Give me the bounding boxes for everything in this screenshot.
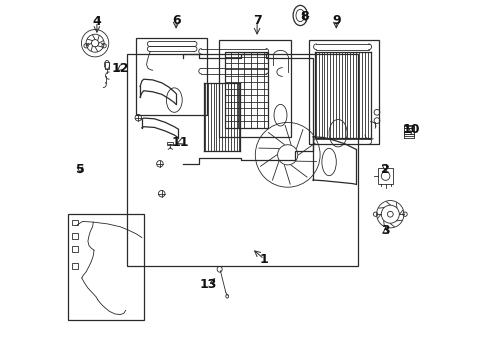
Text: 10: 10 [402,123,419,136]
Bar [136,38,206,115]
Bar [72,246,78,252]
Bar [404,125,413,128]
Text: 2: 2 [381,163,389,176]
Bar [68,214,143,320]
Text: 6: 6 [171,14,180,27]
Bar [127,54,357,266]
Text: 1: 1 [260,253,268,266]
Text: 8: 8 [299,10,308,23]
Bar [219,40,291,137]
Text: 9: 9 [331,14,340,27]
Text: 13: 13 [200,278,217,291]
Text: 5: 5 [76,163,84,176]
Text: 11: 11 [171,136,189,149]
Bar [404,134,413,136]
Text: 12: 12 [111,62,129,75]
Bar [72,220,78,225]
Bar [404,128,413,131]
Bar [72,263,78,269]
Bar [72,233,78,239]
Bar [167,142,173,145]
Bar [309,40,379,144]
Text: 3: 3 [381,224,389,237]
Bar [378,168,392,184]
Bar [224,52,267,128]
Bar [404,131,413,134]
Bar [104,62,109,69]
Text: 4: 4 [92,15,101,28]
Text: 7: 7 [252,14,261,27]
